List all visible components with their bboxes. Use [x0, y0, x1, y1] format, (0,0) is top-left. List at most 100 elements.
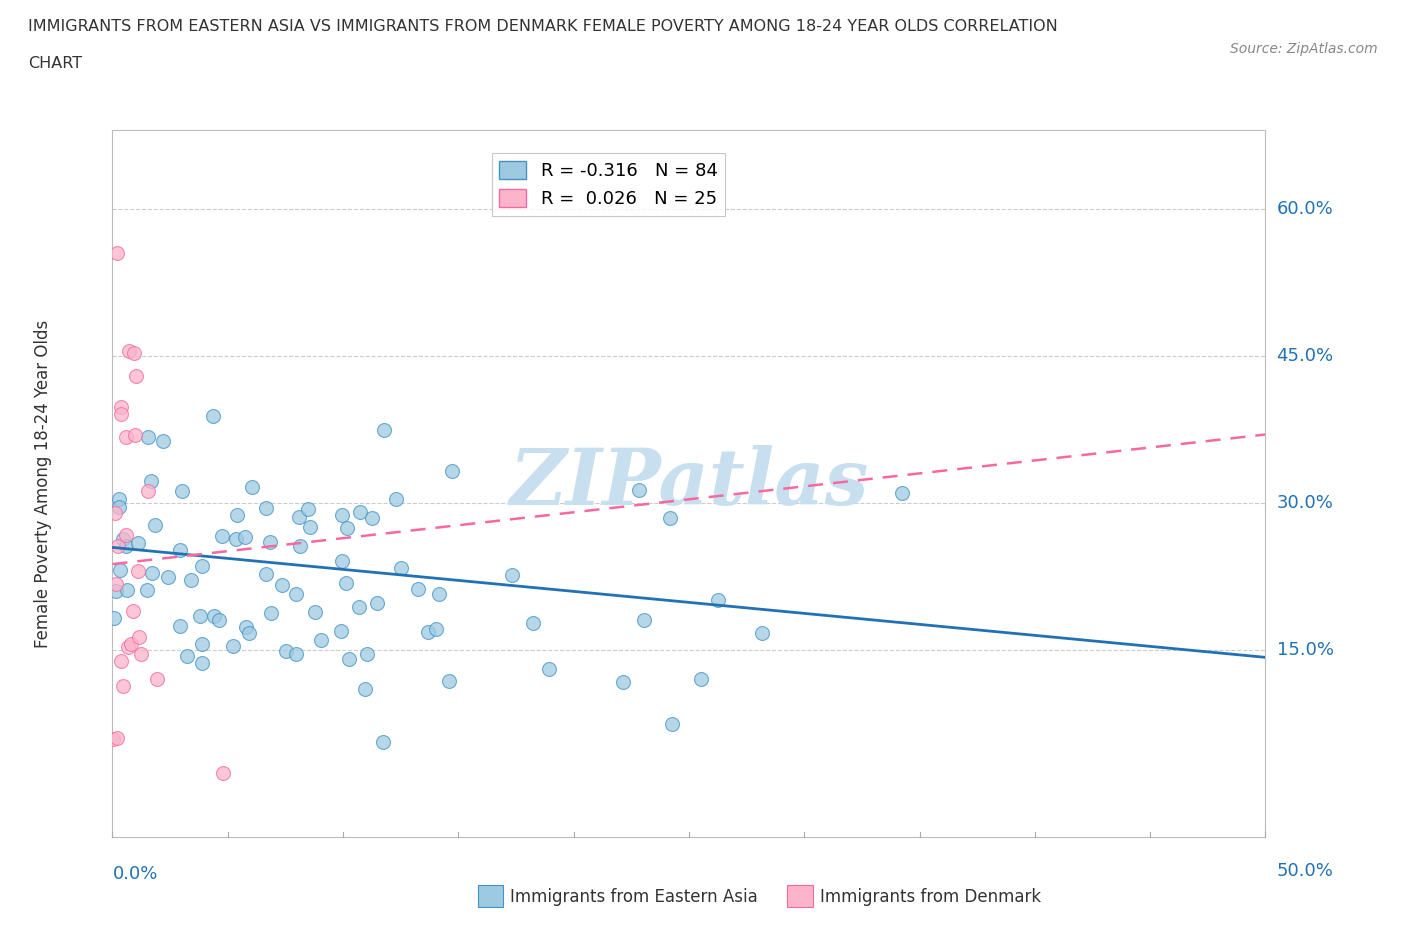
Text: 60.0%: 60.0% — [1277, 200, 1333, 218]
Point — [138, 430, 160, 445]
Point — [418, 625, 440, 640]
Text: Immigrants from Denmark: Immigrants from Denmark — [820, 888, 1040, 907]
Point — [226, 508, 249, 523]
Point — [120, 637, 142, 652]
Point — [176, 648, 198, 663]
Point — [105, 584, 128, 599]
Point — [127, 536, 149, 551]
Point — [233, 530, 256, 545]
Point — [427, 587, 450, 602]
Point — [330, 554, 353, 569]
Point — [361, 511, 384, 525]
Text: 0.0%: 0.0% — [112, 865, 157, 884]
Point — [110, 406, 132, 421]
Point — [441, 463, 464, 478]
Point — [299, 520, 322, 535]
Point — [103, 732, 125, 747]
Point — [208, 613, 231, 628]
Point — [136, 582, 159, 597]
Point — [104, 505, 127, 520]
Text: 30.0%: 30.0% — [1277, 494, 1333, 512]
Point — [259, 606, 281, 621]
Point — [356, 647, 378, 662]
Point — [202, 408, 225, 423]
Point — [366, 595, 388, 610]
Point — [633, 613, 655, 628]
Point — [136, 484, 159, 498]
Point — [522, 616, 544, 631]
Point — [117, 640, 139, 655]
Point — [124, 368, 146, 383]
Text: Source: ZipAtlas.com: Source: ZipAtlas.com — [1230, 42, 1378, 56]
Point — [439, 673, 461, 688]
Point — [191, 656, 214, 671]
Point — [127, 564, 149, 578]
Point — [115, 527, 138, 542]
Point — [290, 538, 312, 553]
Point — [170, 484, 193, 498]
Point — [689, 671, 711, 686]
Point — [212, 765, 235, 780]
Point — [110, 563, 132, 578]
Point — [501, 567, 523, 582]
Point — [337, 651, 360, 666]
Point — [336, 521, 359, 536]
Point — [311, 632, 333, 647]
Point — [191, 636, 214, 651]
Point — [347, 600, 370, 615]
Point — [115, 582, 138, 597]
Point — [103, 610, 125, 625]
Point — [274, 644, 297, 658]
Point — [330, 508, 353, 523]
Point — [304, 604, 326, 619]
Point — [285, 646, 308, 661]
Point — [385, 491, 408, 506]
Point — [271, 578, 294, 593]
Point — [254, 501, 277, 516]
Point — [169, 618, 191, 633]
Point — [235, 619, 257, 634]
Point — [105, 577, 128, 591]
Point — [259, 535, 281, 550]
Text: 45.0%: 45.0% — [1277, 347, 1334, 365]
Point — [110, 653, 132, 668]
Point — [288, 510, 311, 525]
Point — [238, 626, 260, 641]
Point — [188, 608, 211, 623]
Point — [335, 575, 357, 590]
Text: Female Poverty Among 18-24 Year Olds: Female Poverty Among 18-24 Year Olds — [34, 320, 52, 647]
Point — [124, 346, 146, 361]
Point — [751, 625, 773, 640]
Point — [122, 604, 145, 618]
Text: 15.0%: 15.0% — [1277, 642, 1333, 659]
Point — [406, 581, 429, 596]
Point — [117, 344, 139, 359]
Point — [115, 538, 138, 553]
Point — [191, 559, 214, 574]
Point — [131, 647, 153, 662]
Point — [890, 486, 912, 501]
Text: Immigrants from Eastern Asia: Immigrants from Eastern Asia — [510, 888, 758, 907]
Point — [114, 430, 136, 445]
Point — [225, 532, 247, 547]
Point — [105, 246, 128, 260]
Point — [180, 573, 202, 588]
Point — [661, 717, 683, 732]
Point — [202, 608, 225, 623]
Point — [389, 560, 412, 575]
Point — [112, 679, 135, 694]
Point — [107, 538, 129, 553]
Point — [707, 593, 730, 608]
Text: ZIPatlas: ZIPatlas — [509, 445, 869, 522]
Point — [152, 433, 174, 448]
Point — [222, 639, 245, 654]
Point — [349, 505, 371, 520]
Point — [425, 622, 447, 637]
Text: CHART: CHART — [28, 56, 82, 71]
Point — [330, 624, 353, 639]
Text: 50.0%: 50.0% — [1277, 862, 1333, 880]
Point — [108, 499, 131, 514]
Point — [169, 543, 191, 558]
Point — [112, 531, 135, 546]
Point — [659, 511, 682, 525]
